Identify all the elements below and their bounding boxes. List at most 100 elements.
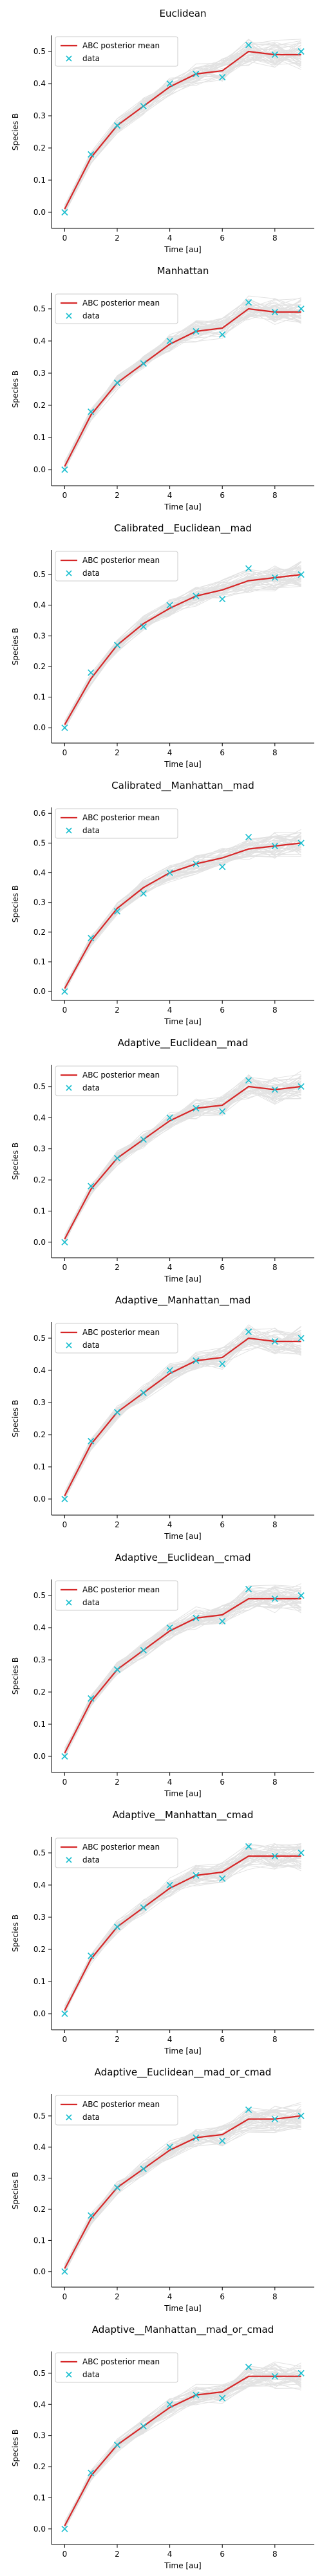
posterior-sample-line [64,581,301,726]
x-tick-label: 4 [167,2550,173,2559]
y-tick-label: 0.4 [33,1881,46,1890]
posterior-sample-line [64,578,301,728]
data-point [245,834,252,841]
posterior-sample-line [64,1588,301,1757]
x-tick-label: 8 [272,1520,278,1529]
y-tick-label: 0.1 [33,693,46,702]
y-axis-label: Species B [11,1400,20,1437]
x-tick-label: 6 [220,234,225,243]
posterior-sample-line [64,836,301,991]
posterior-sample-line [64,2121,301,2266]
data-point [271,2373,278,2380]
y-tick-label: 0.5 [33,1082,46,1091]
posterior-mean-line [64,1085,301,1240]
x-tick-label: 4 [167,1006,173,1015]
posterior-sample-line [64,1335,301,1499]
x-tick-label: 8 [272,2035,278,2044]
posterior-sample-line [64,48,301,212]
y-axis-label: Species B [11,1657,20,1695]
legend: ABC posterior mean data [55,1837,178,1868]
posterior-sample-line [64,1848,301,2006]
posterior-sample-line [64,39,301,209]
data-point [298,305,305,313]
legend-data-label: data [82,826,100,835]
y-tick-label: 0.6 [33,809,46,818]
y-tick-label: 0.4 [33,1623,46,1632]
posterior-mean-line [64,1337,301,1496]
posterior-sample-line [64,53,301,210]
chart-title: Calibrated__Manhattan__mad [111,780,254,792]
posterior-sample-line [64,572,301,727]
data-point [113,908,121,915]
legend-data-label: data [82,2113,100,2122]
posterior-sample-line [64,303,301,466]
posterior-sample-line [64,2110,301,2271]
posterior-sample-line [64,1085,301,1238]
posterior-sample-line [64,2107,301,2267]
x-tick-label: 0 [62,2292,68,2301]
posterior-sample-line [64,569,301,728]
data-point [166,1114,173,1121]
data-point [140,1389,147,1397]
data-point [113,122,121,129]
posterior-sample-line [64,1078,301,1240]
posterior-sample-line [64,1076,301,1242]
x-axis-label: Time [au] [164,502,202,511]
posterior-sample-line [64,2364,301,2522]
posterior-sample-line [64,1336,301,1496]
posterior-sample-line [64,1081,301,1242]
y-axis-label: Species B [11,1915,20,1952]
posterior-sample-line [64,1334,301,1498]
posterior-sample-line [64,836,301,989]
y-tick-label: 0.0 [33,723,46,732]
posterior-sample-line [64,838,301,986]
x-tick-label: 6 [220,1263,225,1272]
posterior-sample-line [64,2371,301,2525]
chart-title: Adaptive__Manhattan__mad [115,1294,251,1307]
posterior-mean-line [64,50,301,210]
posterior-sample-line [64,566,301,724]
posterior-sample-line [64,573,301,728]
data-point [245,299,252,306]
data-point [140,623,147,630]
x-tick-label: 0 [62,1006,68,1015]
y-tick-label: 0.4 [33,601,46,610]
posterior-sample-line [64,1341,301,1500]
posterior-sample-line [64,2370,301,2527]
posterior-sample-line [64,309,301,465]
posterior-sample-line [64,1081,301,1239]
legend-data-label: data [82,569,100,578]
y-tick-label: 0.3 [33,2431,46,2440]
posterior-sample-line [64,2109,301,2268]
x-tick-label: 4 [167,1520,173,1529]
posterior-sample-line [64,300,301,466]
posterior-sample-line [64,300,301,470]
data-point [166,602,173,609]
posterior-sample-line [64,47,301,212]
data-point [88,408,95,416]
posterior-sample-line [64,2110,301,2268]
legend: ABC posterior mean data [55,808,178,839]
posterior-sample-line [64,1081,301,1240]
posterior-sample-line [64,1324,301,1496]
data-point [271,1595,278,1603]
posterior-sample-line [64,845,301,989]
posterior-sample-line [64,2113,301,2268]
posterior-sample-line [64,1087,301,1242]
data-point [140,1136,147,1143]
posterior-sample-line [64,1329,301,1497]
posterior-sample-line [64,2119,301,2266]
posterior-sample-line [64,2112,301,2271]
posterior-sample-line [64,836,301,992]
posterior-sample-line [64,2369,301,2530]
posterior-sample-line [64,301,301,462]
posterior-sample-line [64,45,301,207]
posterior-sample-line [64,2366,301,2526]
posterior-sample-line [64,299,301,468]
posterior-sample-line [64,836,301,989]
y-tick-label: 0.3 [33,1913,46,1922]
posterior-sample-line [64,1587,301,1753]
data-point [113,2184,121,2191]
x-tick-label: 2 [115,1006,120,1015]
y-tick-label: 0.5 [33,570,46,579]
